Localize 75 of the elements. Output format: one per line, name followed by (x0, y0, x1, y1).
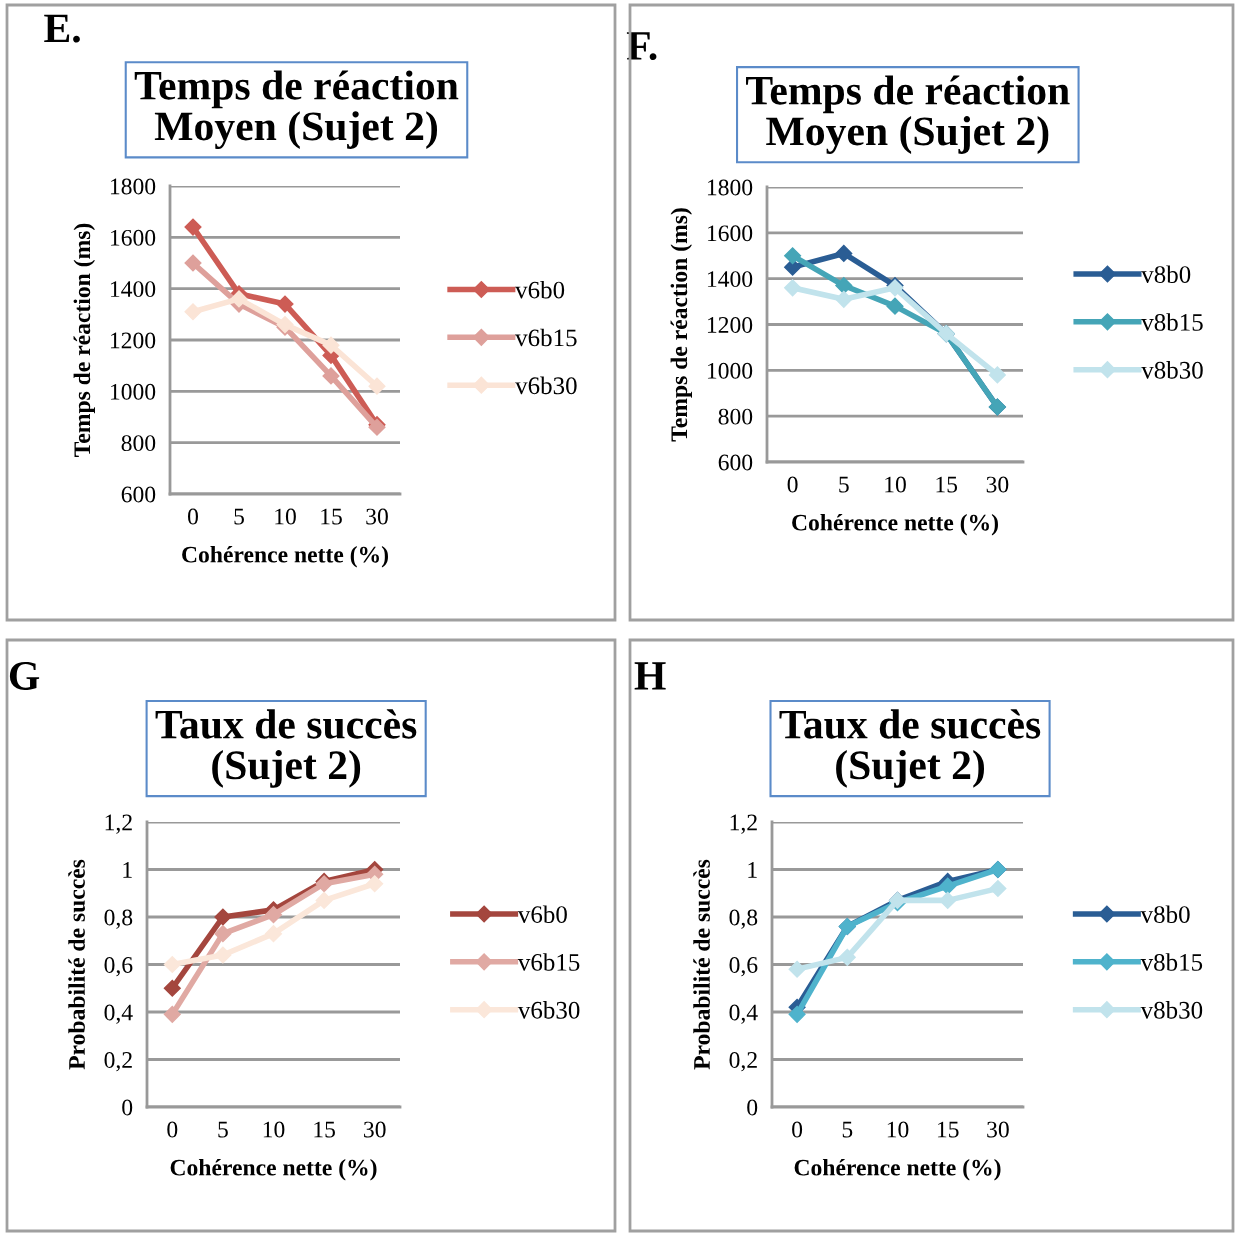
legend-label: v6b0 (517, 905, 567, 924)
legend-label: v8b0 (1141, 265, 1191, 284)
legend-label: v8b0 (1140, 905, 1190, 924)
y-tick-label: 0,2 (104, 1051, 132, 1072)
y-tick-label: 600 (718, 454, 753, 471)
y-tick-label: 1800 (707, 179, 753, 196)
x-tick-label: 10 (885, 476, 906, 493)
legend-label: v8b15 (1141, 313, 1203, 331)
text: G (9, 661, 40, 690)
x-tick-label: 0 (188, 508, 198, 525)
y-tick-label: 800 (121, 435, 156, 452)
y-tick-label: 1800 (110, 178, 156, 195)
x-tick-label: 15 (321, 508, 342, 525)
y-tick-label: 0,6 (104, 956, 133, 977)
y-tick-label: 1400 (707, 271, 753, 288)
y-tick-label: 0,4 (729, 1004, 758, 1024)
text: H (634, 662, 666, 690)
y-tick-label: 1400 (110, 281, 156, 298)
x-tick-label: 15 (314, 1121, 335, 1138)
x-tick-label: 30 (986, 476, 1009, 493)
y-tick-label: 0 (747, 1099, 758, 1116)
y-axis-title: Temps de réaction (ms) (670, 208, 692, 442)
x-tick-label: 30 (366, 508, 388, 525)
x-tick-label: 10 (275, 508, 296, 525)
y-axis-title: Temps de réaction (ms) (73, 223, 95, 457)
y-tick-label: 0,2 (729, 1051, 757, 1072)
y-tick-label: 0,8 (729, 909, 758, 929)
y-tick-label: 1,2 (105, 814, 132, 834)
x-axis-title: Cohérence nette (%) (182, 545, 388, 568)
y-tick-label: 1 (748, 862, 757, 878)
x-tick-label: 15 (936, 476, 958, 493)
x-tick-label: 5 (839, 476, 849, 493)
text: E. (44, 14, 80, 43)
chart-title: Temps de réaction Moyen (Sujet 2) (134, 70, 459, 150)
x-tick-label: 10 (887, 1121, 909, 1138)
x-tick-label: 30 (987, 1121, 1009, 1138)
y-tick-label: 1,2 (730, 814, 757, 834)
y-tick-label: 1000 (110, 383, 156, 400)
legend-label: v6b15 (517, 953, 580, 971)
legend-label: v8b30 (1140, 1001, 1203, 1019)
y-tick-label: 600 (121, 486, 156, 503)
y-axis-title: Probabilité de succès (68, 859, 85, 1070)
y-tick-label: 800 (718, 408, 753, 425)
legend-label: v6b15 (515, 328, 577, 347)
legend-label: v8b15 (1140, 953, 1203, 971)
x-tick-label: 5 (842, 1121, 853, 1138)
x-axis-title: Cohérence nette (%) (170, 1158, 377, 1181)
y-tick-label: 0,6 (729, 956, 758, 977)
y-tick-label: 0,4 (104, 1004, 133, 1024)
y-tick-label: 1600 (110, 229, 156, 246)
legend-label: v6b0 (515, 280, 565, 299)
chart-title: Temps de réaction Moyen (Sujet 2) (746, 75, 1070, 154)
x-tick-label: 15 (937, 1121, 959, 1138)
x-tick-label: 10 (263, 1121, 285, 1138)
y-tick-label: 0,8 (104, 909, 133, 929)
y-tick-label: 1 (123, 862, 132, 878)
x-tick-label: 0 (792, 1121, 803, 1138)
x-tick-label: 5 (234, 508, 244, 525)
legend-label: v6b30 (515, 376, 577, 395)
y-tick-label: 1200 (110, 332, 156, 349)
x-tick-label: 30 (364, 1121, 386, 1138)
x-tick-label: 5 (218, 1121, 228, 1138)
y-tick-label: 0 (122, 1099, 133, 1116)
y-tick-label: 1200 (707, 316, 753, 333)
chart-title: Taux de succès (Sujet 2) (779, 709, 1041, 788)
y-tick-label: 1600 (707, 225, 753, 242)
x-axis-title: Cohérence nette (%) (794, 1158, 1001, 1181)
x-tick-label: 0 (167, 1121, 178, 1138)
legend-label: v6b30 (517, 1001, 580, 1019)
y-axis-title: Probabilité de succès (693, 859, 710, 1070)
x-tick-label: 0 (787, 476, 798, 493)
legend-label: v8b30 (1141, 361, 1203, 379)
chart-title: Taux de succès (Sujet 2) (155, 709, 417, 788)
y-tick-label: 1000 (707, 362, 753, 379)
x-axis-title: Cohérence nette (%) (792, 513, 998, 536)
